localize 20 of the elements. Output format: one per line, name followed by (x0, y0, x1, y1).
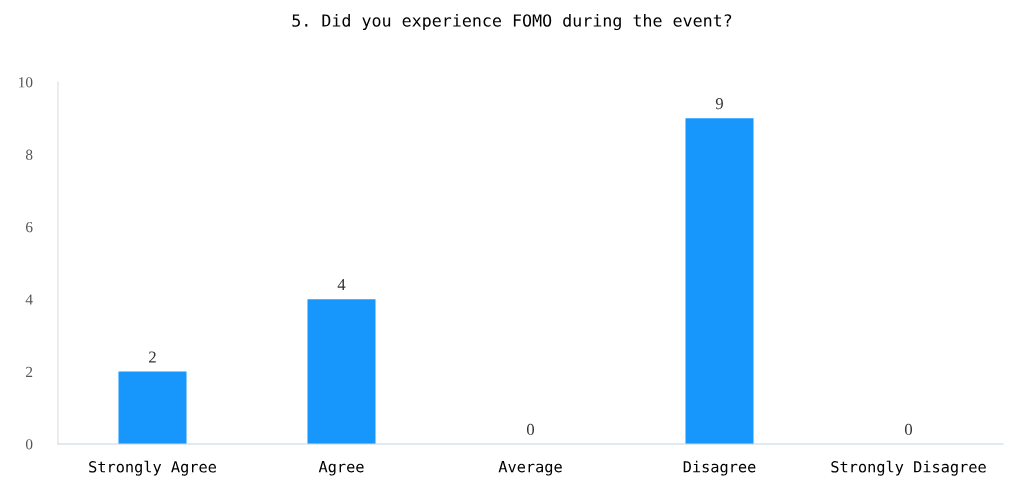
data-label: 0 (904, 423, 913, 436)
y-tick-label: 10 (19, 77, 33, 88)
data-label: 4 (337, 279, 346, 291)
bar (307, 299, 376, 444)
data-label: 2 (149, 351, 156, 363)
bar (118, 371, 187, 444)
y-tick-label: 2 (26, 366, 33, 377)
x-tick-label: Average (498, 461, 562, 476)
data-label: 9 (715, 98, 723, 110)
data-label: 0 (526, 423, 535, 436)
y-tick-label: 8 (25, 149, 33, 160)
x-tick-label: Strongly Disagree (831, 460, 986, 476)
x-tick-label: Strongly Agree (89, 460, 216, 476)
chart-title: 5. Did you experience FOMO during the event? (292, 13, 732, 31)
bar (685, 118, 754, 444)
x-tick-label: Disagree (683, 460, 756, 476)
y-tick-label: 6 (26, 221, 33, 233)
y-tick-label: 0 (25, 439, 33, 450)
y-tick-label: 4 (25, 294, 33, 305)
x-tick-label: Agree (318, 461, 364, 476)
